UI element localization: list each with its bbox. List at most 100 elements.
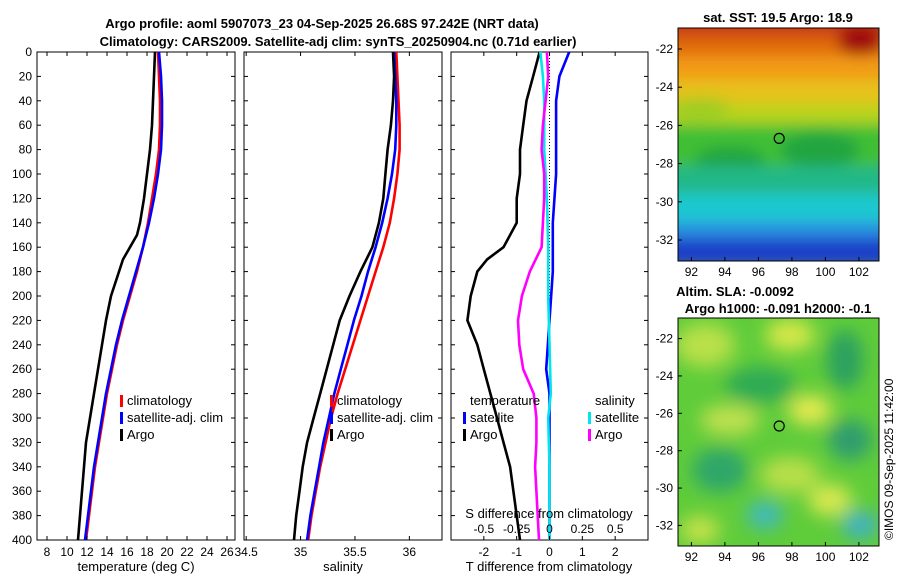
depth-tick-label: 0 (25, 45, 32, 59)
legend-label-t-satellite: satellite (470, 410, 514, 425)
x-tick-label: 36 (403, 545, 417, 559)
s-satellite-diff-line (539, 51, 553, 540)
map-y-tick-label: -26 (656, 406, 674, 420)
difference-legend: temperature satellite Argo salinity sate… (463, 393, 639, 442)
legend-swatch-s-satellite (588, 412, 591, 424)
legend-swatch-argo (330, 429, 333, 441)
map-y-tick-label: -22 (656, 332, 674, 346)
depth-tick-label: 120 (12, 191, 32, 205)
salinity-legend: climatology satellite-adj. clim Argo (330, 393, 433, 442)
x-tick-label: 35 (294, 545, 308, 559)
top-x-tick-label: -0.5 (473, 522, 494, 536)
legend-label-s-satellite: satellite (595, 410, 639, 425)
legend-swatch-satellite (120, 412, 123, 424)
x-tick-label: 26 (220, 545, 234, 559)
temperature-xlabel: temperature (deg C) (77, 559, 194, 574)
legend-swatch-argo (120, 429, 123, 441)
legend-swatch-t-satellite (463, 412, 466, 424)
legend-swatch-t-argo (463, 429, 466, 441)
depth-tick-label: 240 (12, 338, 32, 352)
depth-tick-label: 100 (12, 167, 32, 181)
legend-label-argo: Argo (127, 427, 154, 442)
x-tick-label: 18 (140, 545, 154, 559)
salinity-xlabel: salinity (323, 559, 363, 574)
temperature-series (76, 51, 164, 541)
climatology-line (306, 51, 401, 541)
watermark: ©IMOS 09-Sep-2025 11:42:00 (882, 378, 896, 540)
map-x-tick-label: 100 (815, 265, 835, 279)
sla-heatmap (678, 318, 879, 546)
map-x-tick-label: 94 (718, 550, 732, 564)
depth-tick-label: 340 (12, 460, 32, 474)
climatology-line (84, 51, 162, 541)
x-axis-ticks: 8 10 12 14 16 18 20 22 24 26 34.5 35 35.5 36 -2 -1 0 1 2-0… (44, 52, 624, 559)
satellite-clim-line (83, 51, 164, 541)
t-difference-xlabel: T difference from climatology (466, 559, 633, 574)
map-x-tick-label: 98 (785, 550, 799, 564)
legend-label-satellite: satellite-adj. clim (337, 410, 433, 425)
x-tick-label: 0 (546, 545, 553, 559)
x-tick-label: 8 (44, 545, 51, 559)
top-x-tick-label: 0.25 (571, 522, 595, 536)
map-x-tick-label: 100 (815, 550, 835, 564)
depth-tick-label: 140 (12, 216, 32, 230)
x-tick-label: 2 (612, 545, 619, 559)
x-tick-label: 22 (180, 545, 194, 559)
satellite-clim-line (305, 51, 398, 541)
map-x-tick-label: 92 (685, 265, 699, 279)
map-x-tick-label: 102 (849, 550, 869, 564)
depth-tick-label: 320 (12, 435, 32, 449)
map-x-tick-label: 92 (685, 550, 699, 564)
profile-location-marker (773, 132, 785, 144)
sla-map-frame (677, 317, 880, 547)
legend-swatch-climatology (120, 395, 123, 407)
x-tick-label: -1 (511, 545, 522, 559)
map-x-tick-label: 98 (785, 265, 799, 279)
map-y-tick-label: -30 (656, 481, 674, 495)
profile-location-marker (773, 420, 785, 432)
x-tick-label: 24 (200, 545, 214, 559)
map-y-tick-label: -24 (656, 80, 674, 94)
depth-tick-label: 80 (19, 143, 33, 157)
sst-map-axes: 92 94 96 98 100 102 -22 -24 -26 -28 -30 -32 (656, 42, 870, 279)
depth-tick-label: 160 (12, 240, 32, 254)
legend-title-temperature: temperature (470, 393, 540, 408)
sla-map-subtitle: Argo h1000: -0.091 h2000: -0.1 (685, 301, 871, 316)
legend-swatch-climatology (330, 395, 333, 407)
x-tick-label: 10 (60, 545, 74, 559)
legend-label-climatology: climatology (337, 393, 403, 408)
top-x-tick-label: 0.5 (607, 522, 624, 536)
x-tick-label: 1 (579, 545, 586, 559)
map-y-tick-label: -24 (656, 369, 674, 383)
x-tick-label: 20 (160, 545, 174, 559)
map-y-tick-label: -30 (656, 195, 674, 209)
depth-tick-label: 400 (12, 533, 32, 547)
legend-label-satellite: satellite-adj. clim (127, 410, 223, 425)
temperature-panel-frame (36, 51, 236, 541)
legend-swatch-s-argo (588, 429, 591, 441)
map-y-tick-label: -22 (656, 42, 674, 56)
sla-map-title: Altim. SLA: -0.0092 (676, 284, 794, 299)
map-y-tick-label: -28 (656, 444, 674, 458)
sst-heatmap (678, 28, 879, 261)
depth-tick-label: 220 (12, 313, 32, 327)
x-tick-label: 16 (120, 545, 134, 559)
x-tick-label: 12 (80, 545, 94, 559)
argo-line (292, 51, 396, 541)
legend-label-s-argo: Argo (595, 427, 622, 442)
x-tick-label: -2 (478, 545, 489, 559)
depth-tick-label: 20 (19, 69, 33, 83)
legend-title-salinity: salinity (595, 393, 635, 408)
salinity-panel-frame (243, 51, 443, 541)
depth-tick-label: 260 (12, 362, 32, 376)
s-argo-diff-line (516, 51, 550, 541)
x-tick-label: 34.5 (234, 545, 258, 559)
depth-tick-label: 380 (12, 509, 32, 523)
depth-tick-label: 360 (12, 484, 32, 498)
s-difference-xlabel: S difference from climatology (465, 506, 633, 521)
map-y-tick-label: -32 (656, 233, 674, 247)
argo-line (76, 51, 157, 541)
map-y-tick-label: -32 (656, 518, 674, 532)
top-x-tick-label: -0.25 (503, 522, 531, 536)
